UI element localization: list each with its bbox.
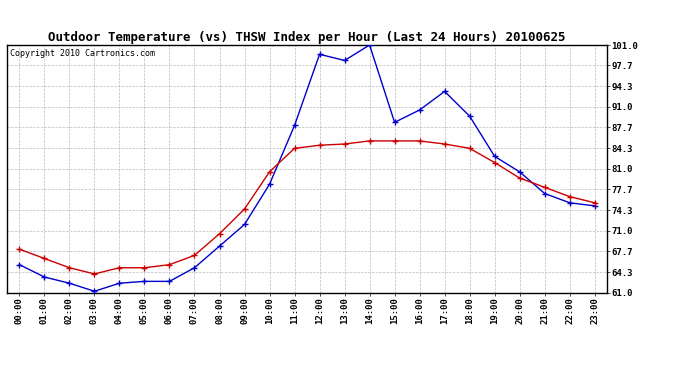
Title: Outdoor Temperature (vs) THSW Index per Hour (Last 24 Hours) 20100625: Outdoor Temperature (vs) THSW Index per … — [48, 31, 566, 44]
Text: Copyright 2010 Cartronics.com: Copyright 2010 Cartronics.com — [10, 49, 155, 58]
